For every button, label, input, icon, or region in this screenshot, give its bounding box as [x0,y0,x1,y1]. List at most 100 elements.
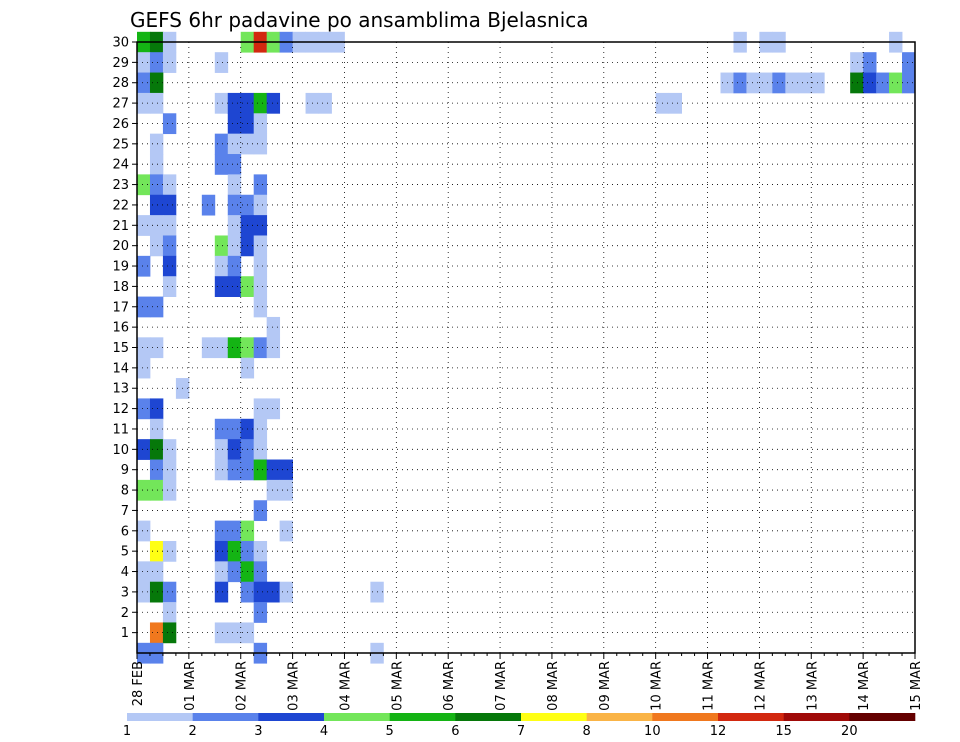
heatmap-cell [162,215,177,236]
grid-lines [137,42,915,653]
x-tick-label: 06 MAR [442,661,457,711]
heatmap-cell [227,154,242,175]
y-tick-label: 25 [112,137,129,152]
heatmap-cell [214,154,229,175]
heatmap-cell [214,276,229,297]
heatmap-cell [137,296,151,318]
heatmap-cell [149,215,164,236]
y-tick-label: 19 [112,260,129,275]
heatmap-cell [149,479,164,501]
y-tick-label: 13 [112,382,129,397]
heatmap-cell [253,500,268,522]
heatmap-cell [279,581,293,603]
heatmap-cell [253,174,268,196]
heatmap-cell [227,520,242,542]
heatmap-cell [137,92,151,114]
heatmap-cell [253,602,268,623]
heatmap-cell [137,581,151,603]
y-tick-label: 11 [112,422,129,437]
heatmap-cell [253,459,268,481]
colorbar-swatch [652,713,719,721]
heatmap-cell [889,72,903,94]
y-tick-label: 3 [121,585,129,600]
heatmap-cell [227,235,242,257]
colorbar-label: 7 [517,724,525,739]
heatmap-cell [137,52,151,73]
heatmap-cell [318,92,332,114]
heatmap-cell [214,581,229,603]
heatmap-cell [863,52,877,73]
heatmap-cell [214,235,229,257]
colorbar-label: 4 [320,724,328,739]
y-tick-label: 18 [112,280,129,295]
heatmap-cell [149,52,164,73]
heatmap-cell [279,520,293,542]
y-tick-label: 20 [112,239,129,254]
heatmap-cell [227,540,242,562]
heatmap-cell [137,398,151,420]
colorbar-swatch [849,713,916,721]
heatmap-cell [227,622,242,644]
heatmap-cell [227,459,242,481]
x-tick-label: 05 MAR [390,661,405,711]
heatmap-cell [162,113,177,135]
heatmap-cell [253,255,268,277]
colorbar-swatch [324,713,390,721]
colorbar-label: 6 [451,724,459,739]
colorbar-label: 1 [123,724,131,739]
heatmap-cell [214,52,229,73]
heatmap-cell [227,561,242,583]
heatmap-cells [137,31,916,664]
colorbar-swatch [389,713,456,721]
y-tick-label: 4 [121,565,129,580]
heatmap-cell [162,52,177,73]
x-tick-label: 28 FEB [131,661,146,706]
colorbar-label: 3 [254,724,262,739]
heatmap-cell [162,540,177,562]
heatmap-cell [149,235,164,257]
heatmap-cell [149,92,164,114]
heatmap-cell [227,337,242,359]
x-tick-label: 08 MAR [546,661,561,711]
y-tick-label: 28 [112,76,129,91]
heatmap-cell [772,72,786,94]
heatmap-cell [227,439,242,460]
heatmap-cell [253,113,268,135]
colorbar-swatch [718,713,784,721]
x-tick-label: 13 MAR [805,661,820,711]
y-tick-label: 26 [112,117,129,132]
heatmap-cell [266,337,281,359]
heatmap-cell [253,296,268,318]
colorbar-label: 20 [841,724,858,739]
x-axis: 28 FEB 01 MAR 02 MAR 03 MAR 04 MAR 05 MAR 06 M… [131,653,924,711]
x-tick-label: 07 MAR [494,661,509,711]
heatmap-cell [214,92,229,114]
heatmap-cell [162,622,177,644]
heatmap-cell [266,581,281,603]
heatmap-cell [902,52,916,73]
heatmap-cell [149,418,164,440]
y-tick-label: 15 [112,341,129,356]
heatmap-cell [227,276,242,297]
colorbar-swatch [455,713,522,721]
heatmap-cell [253,133,268,155]
heatmap-cell [253,439,268,460]
heatmap-cell [214,459,229,481]
heatmap-cell [137,255,151,277]
heatmap-cell [137,357,151,379]
heatmap-cell [746,72,760,94]
heatmap-cell [162,581,177,603]
heatmap-cell [253,398,268,420]
x-tick-label: 12 MAR [753,661,768,711]
heatmap-cell [759,72,773,94]
heatmap-cell [149,622,164,644]
colorbar-swatch [127,713,193,721]
heatmap-cell [733,72,747,94]
colorbar-swatch [521,713,587,721]
y-tick-label: 8 [121,484,129,499]
y-tick-label: 27 [112,97,129,112]
heatmap-cell [137,174,151,196]
colorbar-label: 12 [710,724,727,739]
heatmap-cell [266,92,281,114]
